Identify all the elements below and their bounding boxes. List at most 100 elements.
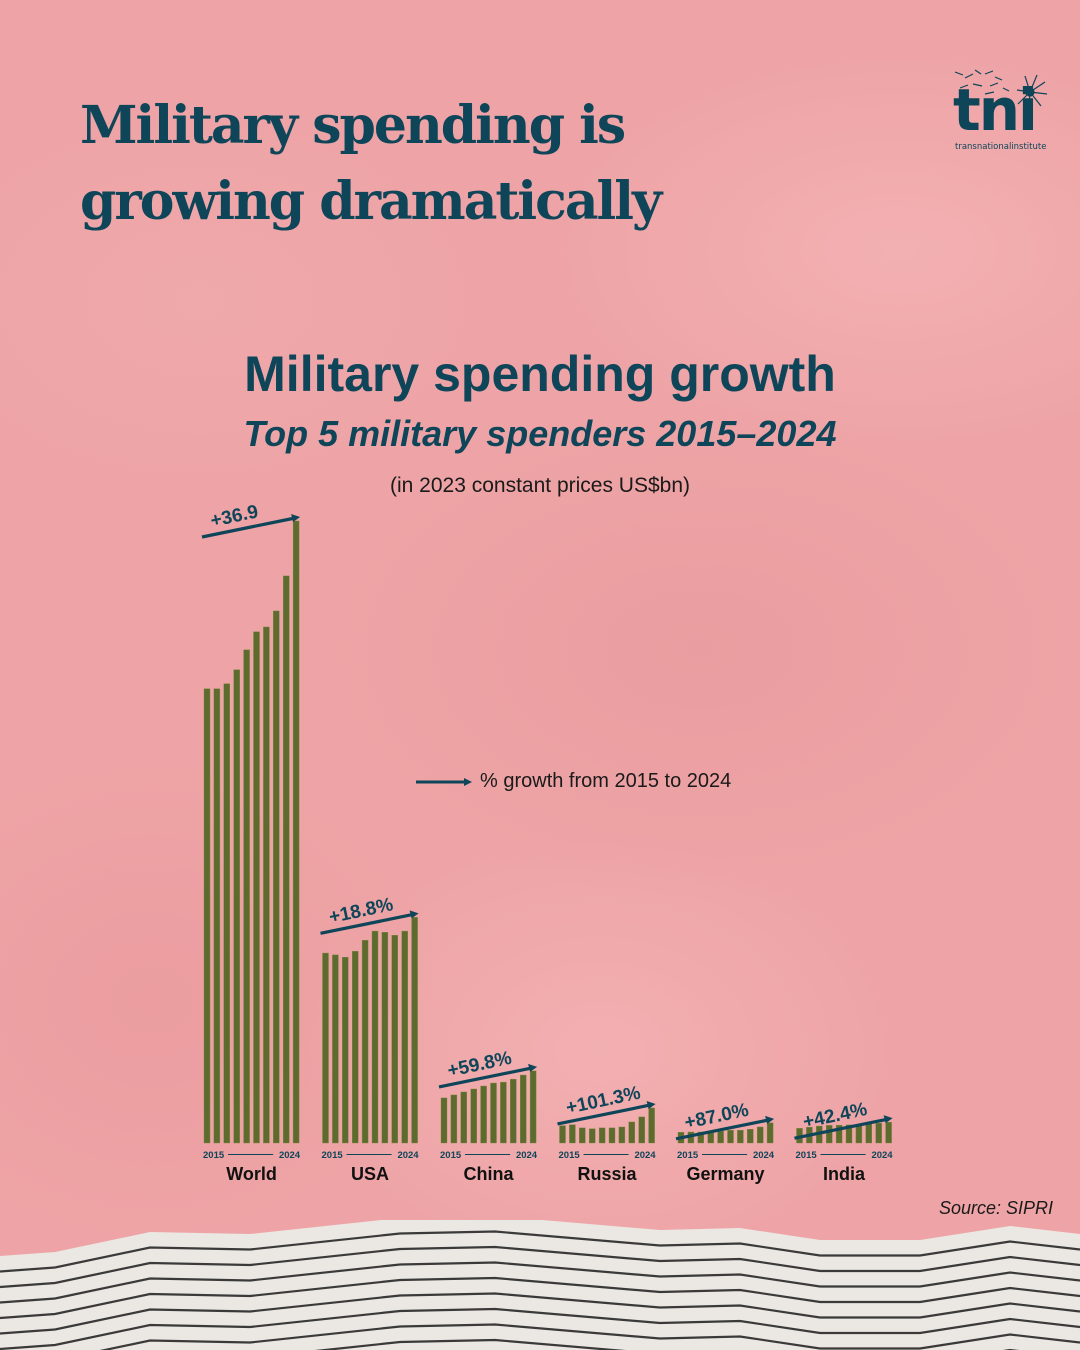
growth-arrowhead-russia bbox=[646, 1100, 656, 1109]
axis-end-label: 2024 bbox=[753, 1150, 775, 1161]
growth-arrowhead-usa bbox=[409, 910, 419, 919]
bar-russia-2018 bbox=[589, 1128, 596, 1144]
wave-line bbox=[0, 1245, 1080, 1289]
growth-label-china: +59.8% bbox=[446, 1048, 514, 1082]
bar-india-2020 bbox=[845, 1124, 853, 1144]
bar-germany-2020 bbox=[727, 1129, 734, 1144]
growth-arrowhead-germany bbox=[765, 1115, 775, 1124]
bar-china-2015 bbox=[440, 1097, 448, 1144]
bar-india-2019 bbox=[835, 1124, 843, 1144]
dandelion-icon bbox=[954, 69, 1048, 109]
bar-usa-2024 bbox=[411, 917, 418, 1144]
bar-russia-2021 bbox=[618, 1126, 626, 1144]
bar-world-2016 bbox=[213, 688, 221, 1144]
bar-germany-2019 bbox=[717, 1130, 724, 1144]
wave-line bbox=[0, 1276, 1080, 1320]
bar-china-2019 bbox=[480, 1085, 487, 1144]
growth-arrow-usa bbox=[320, 912, 414, 935]
axis-end-label: 2024 bbox=[634, 1150, 656, 1161]
legend: % growth from 2015 to 2024 bbox=[416, 770, 731, 793]
wave-line bbox=[0, 1292, 1080, 1335]
bar-china-2018 bbox=[470, 1088, 477, 1144]
bar-usa-2016 bbox=[332, 954, 339, 1144]
wave-line bbox=[314, 1338, 1020, 1350]
bar-world-2024 bbox=[292, 520, 300, 1144]
category-label-world: World bbox=[226, 1164, 277, 1184]
growth-arrow-russia bbox=[557, 1103, 651, 1126]
axis-start-label: 2015 bbox=[559, 1150, 581, 1161]
bar-usa-2021 bbox=[381, 932, 389, 1144]
bar-russia-2023 bbox=[638, 1116, 645, 1144]
bar-usa-2022 bbox=[391, 935, 398, 1144]
bar-germany-2024 bbox=[766, 1122, 774, 1144]
chart-unit-note: (in 2023 constant prices US$bn) bbox=[390, 474, 690, 497]
bar-china-2020 bbox=[490, 1082, 497, 1144]
axis-start-label: 2015 bbox=[322, 1150, 344, 1161]
bar-india-2024 bbox=[885, 1121, 892, 1144]
growth-arrow-world bbox=[201, 516, 296, 539]
bar-china-2024 bbox=[529, 1070, 537, 1144]
footer-wave-pattern bbox=[0, 1220, 1080, 1350]
bar-china-2017 bbox=[460, 1091, 467, 1144]
bar-china-2016 bbox=[450, 1094, 458, 1144]
growth-arrowhead-world bbox=[291, 514, 301, 522]
axis-end-label: 2024 bbox=[516, 1150, 538, 1161]
bar-world-2015 bbox=[203, 688, 211, 1144]
bar-germany-2023 bbox=[757, 1126, 764, 1144]
axis-start-label: 2015 bbox=[203, 1150, 225, 1161]
bar-china-2021 bbox=[500, 1081, 507, 1144]
axis-start-label: 2015 bbox=[796, 1150, 818, 1161]
bar-russia-2015 bbox=[559, 1125, 566, 1144]
bar-world-2020 bbox=[253, 631, 260, 1144]
arrow-right-icon bbox=[416, 777, 472, 786]
wave-line bbox=[0, 1230, 1080, 1273]
axis-start-label: 2015 bbox=[677, 1150, 699, 1161]
bar-germany-2022 bbox=[747, 1129, 754, 1144]
bar-russia-2017 bbox=[579, 1127, 586, 1144]
bar-germany-2021 bbox=[737, 1129, 744, 1144]
bar-world-2021 bbox=[263, 626, 270, 1144]
source-note: Source: SIPRI bbox=[938, 1198, 1053, 1218]
page-headline: Military spending is growing dramaticall… bbox=[80, 88, 662, 240]
growth-arrowhead-china bbox=[528, 1063, 538, 1072]
headline-line-1: Military spending is bbox=[80, 95, 626, 156]
bar-germany-2017 bbox=[697, 1131, 704, 1144]
axis-end-label: 2024 bbox=[871, 1150, 893, 1161]
growth-label-germany: +87.0% bbox=[683, 1100, 751, 1134]
category-label-russia: Russia bbox=[578, 1164, 638, 1184]
growth-arrow-china bbox=[438, 1066, 533, 1089]
bar-world-2022 bbox=[273, 610, 280, 1144]
axis-end-label: 2024 bbox=[397, 1150, 419, 1161]
wave-line bbox=[0, 1261, 1080, 1304]
bar-russia-2024 bbox=[648, 1107, 655, 1144]
legend-label: % growth from 2015 to 2024 bbox=[480, 770, 732, 792]
axis-end-label: 2024 bbox=[279, 1150, 301, 1161]
bar-world-2023 bbox=[283, 575, 290, 1144]
headline-line-2: growing dramatically bbox=[80, 171, 662, 232]
bar-world-2019 bbox=[243, 649, 250, 1144]
category-label-india: India bbox=[823, 1164, 866, 1184]
bar-india-2018 bbox=[826, 1125, 833, 1144]
bar-russia-2016 bbox=[569, 1124, 576, 1144]
bar-china-2023 bbox=[520, 1074, 527, 1144]
bar-usa-2017 bbox=[342, 956, 349, 1144]
bar-russia-2022 bbox=[628, 1121, 635, 1144]
category-label-germany: Germany bbox=[687, 1164, 765, 1184]
category-label-usa: USA bbox=[351, 1164, 389, 1184]
bar-usa-2020 bbox=[371, 930, 379, 1144]
bar-world-2018 bbox=[233, 669, 240, 1144]
bar-russia-2020 bbox=[608, 1127, 616, 1144]
bar-usa-2015 bbox=[322, 952, 329, 1144]
bar-india-2022 bbox=[865, 1123, 872, 1144]
growth-arrow-india bbox=[794, 1117, 888, 1140]
bar-india-2021 bbox=[855, 1124, 863, 1144]
bar-world-2017 bbox=[223, 683, 231, 1144]
bar-india-2023 bbox=[875, 1122, 882, 1144]
logo-wordmark: tni bbox=[953, 76, 1038, 144]
growth-arrow-germany bbox=[675, 1118, 770, 1141]
chart-title: Military spending growth bbox=[244, 346, 836, 402]
chart-subtitle: Top 5 military spenders 2015–2024 bbox=[243, 413, 837, 454]
growth-arrowhead-india bbox=[883, 1115, 893, 1124]
